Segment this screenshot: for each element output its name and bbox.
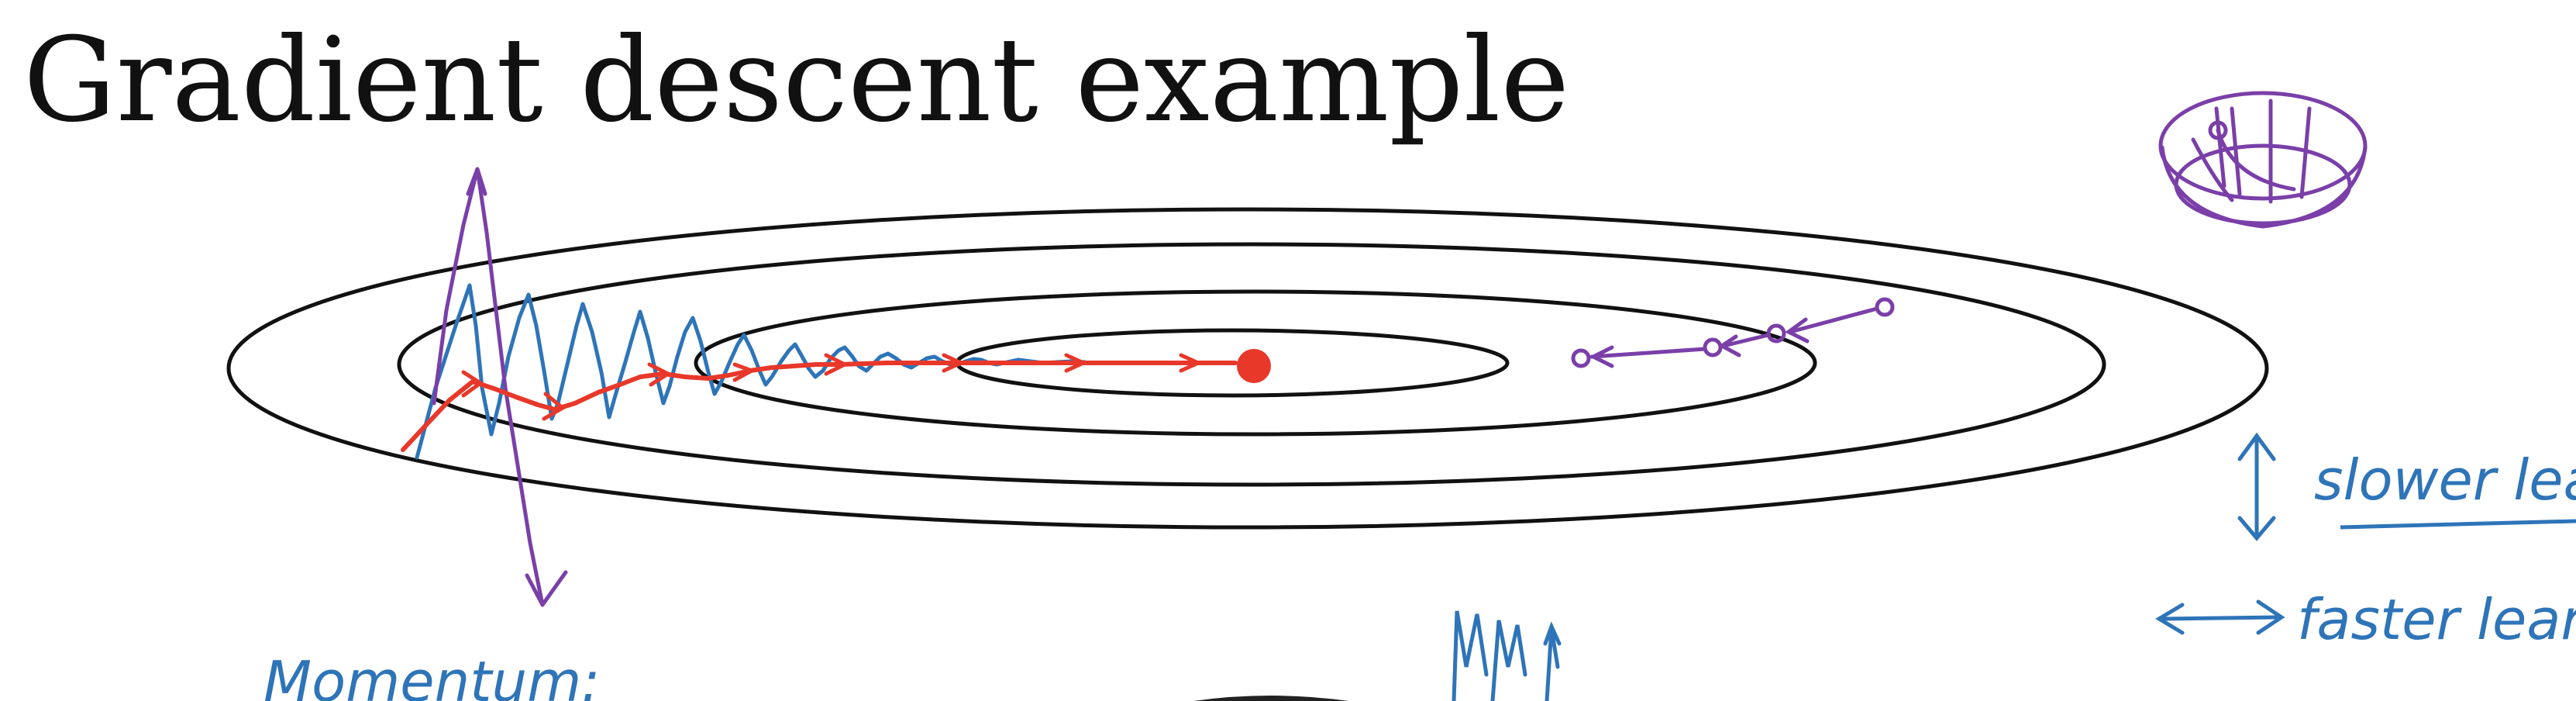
dark-blob bbox=[1193, 696, 1348, 701]
slower-note: slower lear bbox=[2314, 447, 2576, 513]
contour-lines bbox=[226, 207, 2269, 530]
blue-squiggle-marks bbox=[1452, 610, 1562, 701]
bowl-sketch bbox=[2158, 91, 2368, 229]
red-momentum-path bbox=[401, 349, 1271, 452]
vertical-double-arrow bbox=[2237, 432, 2276, 541]
horizontal-double-arrow bbox=[2155, 599, 2285, 635]
contour-third bbox=[694, 289, 1817, 437]
momentum-note: Momentum: bbox=[263, 649, 601, 701]
contour-outer bbox=[226, 207, 2269, 530]
note-underline bbox=[2340, 519, 2576, 530]
purple-path bbox=[432, 167, 568, 607]
minimum-dot bbox=[1237, 349, 1271, 383]
faster-note: faster lear bbox=[2297, 587, 2576, 652]
purple-right-steps bbox=[1571, 297, 1895, 368]
slide-title: Gradient descent example bbox=[23, 13, 1570, 148]
contour-second bbox=[397, 242, 2106, 487]
